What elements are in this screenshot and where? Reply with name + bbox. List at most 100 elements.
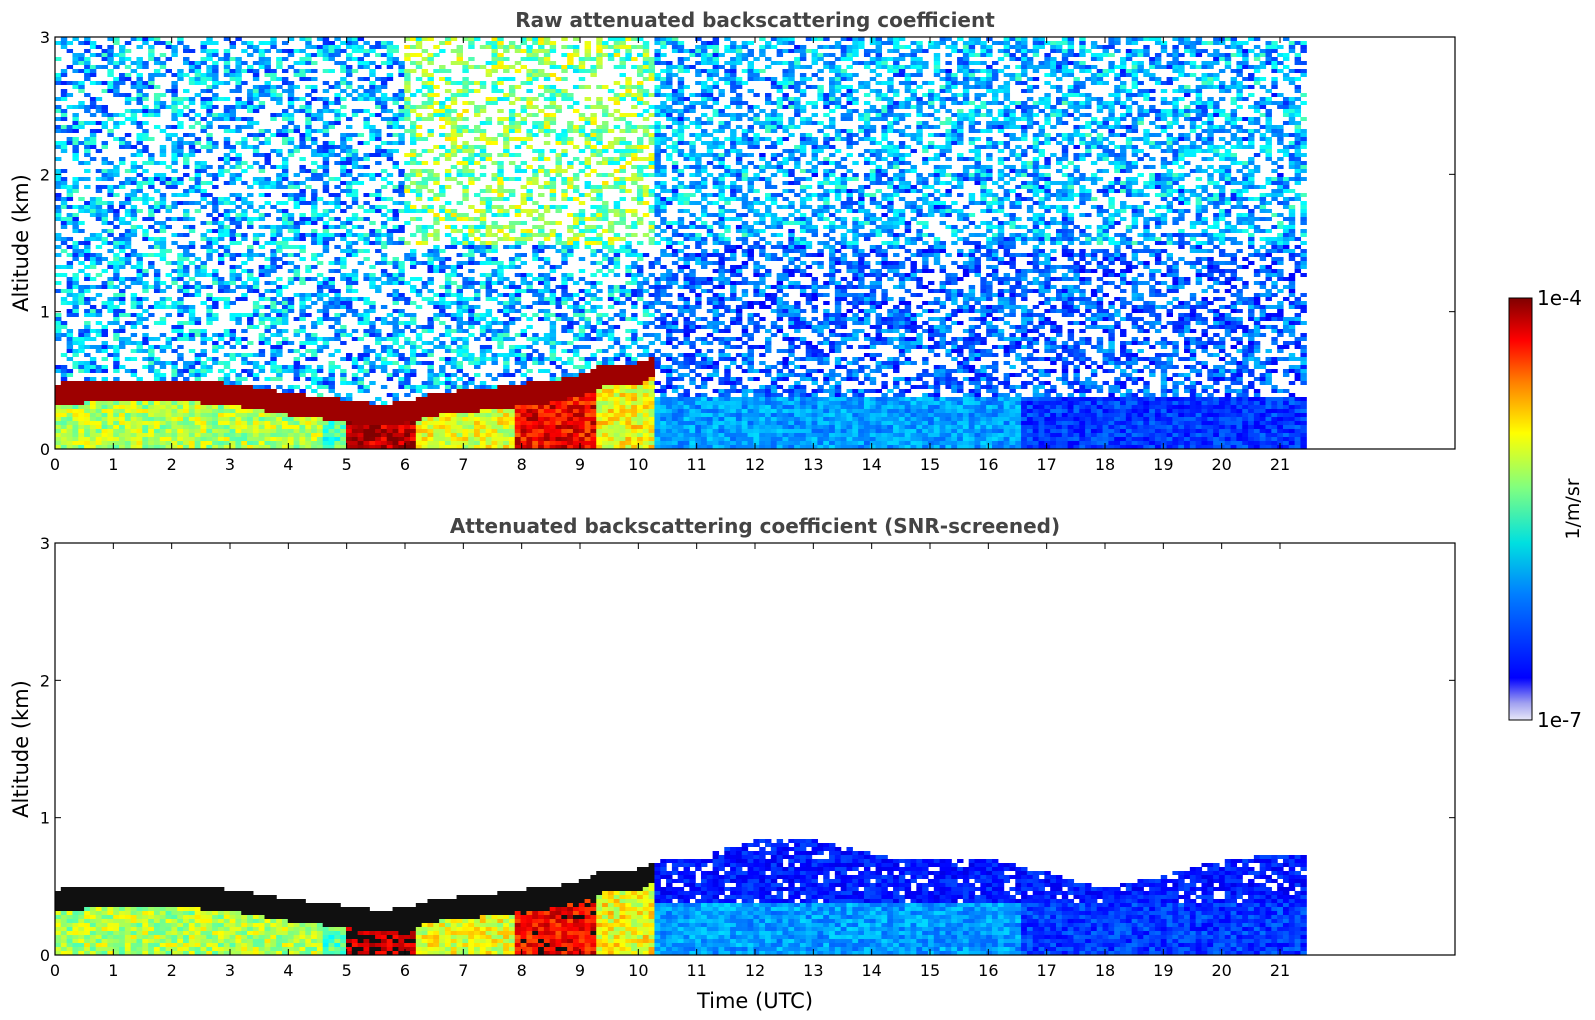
heatmap-cell	[375, 105, 382, 109]
heatmap-cell	[305, 401, 312, 405]
heatmap-cell	[369, 325, 376, 329]
heatmap-cell	[439, 49, 446, 53]
heatmap-cell	[532, 169, 539, 173]
heatmap-cell	[322, 305, 330, 309]
heatmap-cell	[386, 133, 394, 137]
heatmap-cell	[84, 405, 91, 409]
heatmap-cell	[223, 365, 231, 369]
heatmap-cell	[113, 225, 120, 229]
heatmap-cell	[241, 425, 248, 429]
heatmap-cell	[386, 153, 394, 157]
heatmap-cell	[514, 361, 522, 365]
heatmap-cell	[508, 125, 516, 129]
heatmap-cell	[375, 333, 382, 337]
heatmap-cell	[142, 429, 149, 433]
heatmap-cell	[474, 177, 481, 181]
heatmap-cell	[206, 417, 213, 421]
heatmap-cell	[229, 389, 237, 393]
heatmap-cell	[101, 241, 108, 245]
heatmap-cell	[188, 101, 196, 105]
heatmap-cell	[369, 49, 376, 53]
heatmap-cell	[392, 121, 399, 125]
heatmap-cell	[60, 321, 68, 325]
heatmap-cell	[415, 197, 423, 201]
heatmap-cell	[345, 57, 353, 61]
heatmap-cell	[433, 409, 440, 413]
heatmap-cell	[148, 337, 155, 341]
heatmap-cell	[363, 209, 370, 213]
heatmap-cell	[538, 385, 545, 389]
heatmap-cell	[334, 417, 341, 421]
heatmap-cell	[107, 117, 114, 121]
heatmap-cell	[328, 149, 335, 153]
heatmap-cell	[188, 445, 196, 449]
heatmap-cell	[334, 333, 341, 337]
heatmap-cell	[345, 69, 353, 73]
heatmap-cell	[72, 69, 79, 73]
heatmap-cell	[322, 189, 330, 193]
heatmap-cell	[235, 405, 242, 409]
heatmap-cell	[503, 225, 510, 229]
heatmap-cell	[200, 245, 207, 249]
heatmap-cell	[171, 281, 178, 285]
heatmap-cell	[281, 109, 289, 113]
heatmap-cell	[183, 441, 190, 445]
heatmap-cell	[328, 373, 335, 377]
heatmap-cell	[60, 205, 68, 209]
heatmap-cell	[532, 121, 539, 125]
heatmap-cell	[113, 369, 120, 373]
heatmap-cell	[241, 261, 248, 265]
heatmap-cell	[538, 433, 545, 437]
heatmap-cell	[345, 297, 353, 301]
heatmap-cell	[101, 121, 108, 125]
heatmap-cell	[450, 269, 458, 273]
heatmap-cell	[520, 429, 527, 433]
heatmap-cell	[444, 225, 452, 229]
heatmap-cell	[235, 57, 242, 61]
heatmap-cell	[439, 381, 446, 385]
heatmap-cell	[439, 433, 446, 437]
heatmap-cell	[375, 133, 382, 137]
heatmap-cell	[316, 385, 324, 389]
heatmap-cell	[200, 337, 207, 341]
heatmap-cell	[252, 365, 260, 369]
heatmap-cell	[462, 77, 469, 81]
heatmap-cell	[194, 201, 202, 205]
heatmap-cell	[113, 93, 120, 97]
heatmap-cell	[514, 205, 522, 209]
heatmap-cell	[316, 401, 324, 405]
heatmap-cell	[503, 245, 510, 249]
heatmap-cell	[380, 225, 388, 229]
heatmap-cell	[200, 437, 207, 441]
heatmap-cell	[177, 285, 184, 289]
heatmap-cell	[392, 297, 399, 301]
heatmap-cell	[328, 69, 335, 73]
heatmap-cell	[363, 141, 370, 145]
heatmap-cell	[171, 141, 178, 145]
heatmap-cell	[258, 153, 266, 157]
heatmap-cell	[223, 397, 231, 401]
heatmap-cell	[316, 45, 324, 49]
heatmap-cell	[538, 121, 545, 125]
heatmap-cell	[281, 57, 289, 61]
heatmap-cell	[316, 149, 324, 153]
heatmap-cell	[212, 381, 219, 385]
heatmap-cell	[479, 429, 487, 433]
heatmap-cell	[217, 337, 225, 341]
heatmap-cell	[474, 429, 481, 433]
heatmap-cell	[241, 385, 248, 389]
heatmap-cell	[433, 397, 440, 401]
heatmap-cell	[456, 361, 463, 365]
heatmap-cell	[200, 341, 207, 345]
heatmap-cell	[270, 241, 277, 245]
heatmap-cell	[526, 325, 533, 329]
heatmap-cell	[113, 185, 120, 189]
heatmap-cell	[497, 213, 504, 217]
heatmap-cell	[468, 149, 475, 153]
heatmap-cell	[72, 361, 79, 365]
heatmap-cell	[142, 325, 149, 329]
heatmap-cell	[328, 301, 335, 305]
heatmap-cell	[136, 65, 143, 69]
heatmap-cell	[281, 253, 289, 257]
heatmap-cell	[404, 437, 411, 441]
